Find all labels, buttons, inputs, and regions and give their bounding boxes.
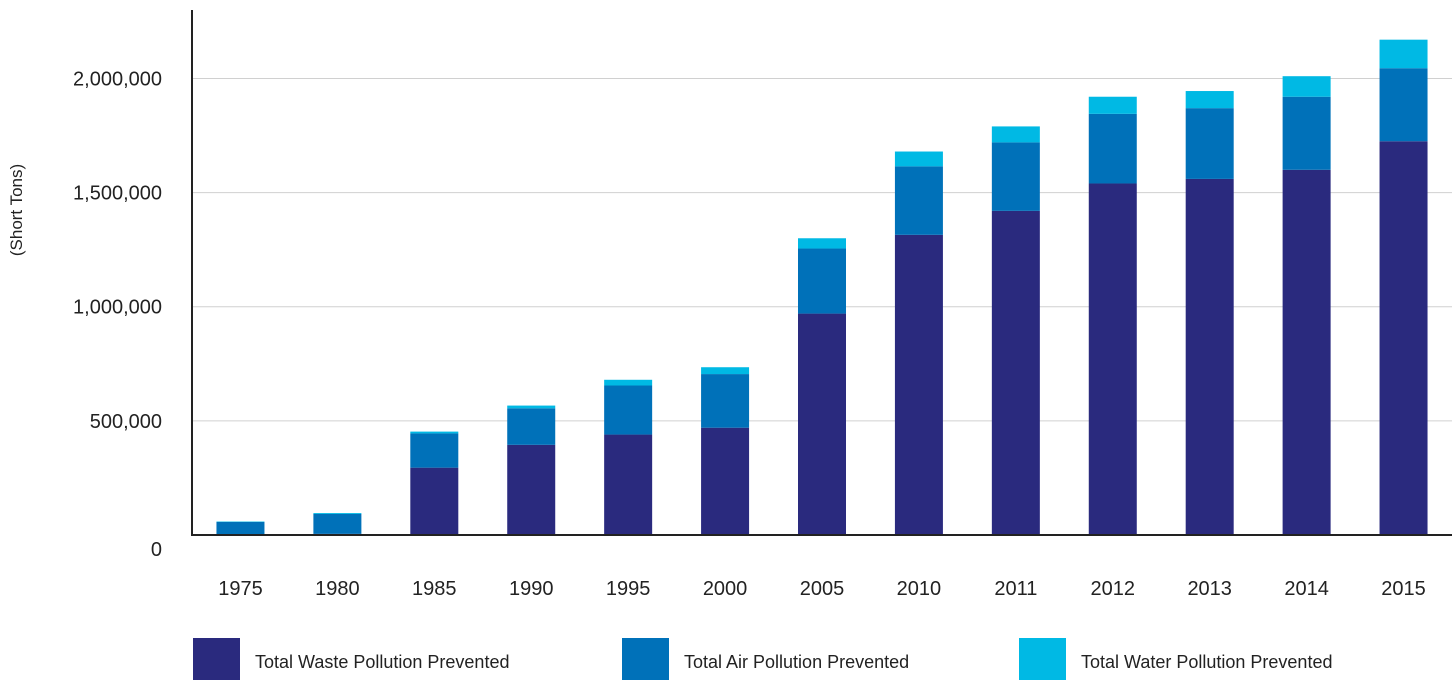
x-tick-label: 1995: [606, 578, 651, 600]
bar-segment: [1283, 97, 1331, 170]
bar-segment: [701, 374, 749, 428]
bar-segment: [410, 432, 458, 434]
x-tick-label: 2010: [897, 578, 942, 600]
y-tick-label: 1,500,000: [73, 183, 162, 205]
bar-segment: [1186, 108, 1234, 179]
bar-segment: [798, 249, 846, 314]
legend-swatch: [622, 638, 669, 680]
bar-segment: [604, 435, 652, 535]
bar-segment: [1283, 170, 1331, 535]
bar-segment: [313, 513, 361, 514]
bar-segment: [701, 367, 749, 374]
x-tick-label: 1980: [315, 578, 360, 600]
y-tick-label: 500,000: [90, 411, 162, 433]
legend-swatch: [1019, 638, 1066, 680]
x-tick-label: 2014: [1284, 578, 1329, 600]
bar-segment: [1089, 97, 1137, 114]
bars: [216, 40, 1427, 535]
bar-segment: [1089, 183, 1137, 535]
bar-segment: [1186, 91, 1234, 108]
x-tick-label: 2011: [994, 578, 1037, 600]
bar-segment: [895, 152, 943, 167]
x-tick-label: 2000: [703, 578, 748, 600]
bar-segment: [1380, 68, 1428, 141]
legend-label: Total Waste Pollution Prevented: [255, 652, 509, 672]
y-tick-label: 2,000,000: [73, 68, 162, 90]
x-tick-label: 2005: [800, 578, 845, 600]
legend-swatch: [193, 638, 240, 680]
bar-segment: [313, 514, 361, 534]
bar-segment: [1283, 76, 1331, 97]
bar-segment: [1380, 40, 1428, 69]
bar-segment: [507, 408, 555, 445]
x-tick-label: 1975: [218, 578, 263, 600]
x-tick-label: 2012: [1091, 578, 1136, 600]
bar-segment: [604, 385, 652, 434]
bar-segment: [410, 433, 458, 467]
x-tick-label: 1985: [412, 578, 457, 600]
bar-segment: [1089, 114, 1137, 184]
bar-segment: [507, 406, 555, 409]
bar-segment: [410, 468, 458, 535]
bar-segment: [1380, 141, 1428, 535]
bar-segment: [1186, 179, 1234, 535]
bar-segment: [507, 445, 555, 535]
bar-segment: [895, 166, 943, 234]
bar-segment: [895, 235, 943, 535]
legend: Total Waste Pollution Prevented Total Air…: [193, 638, 1332, 680]
y-tick-label: 1,000,000: [73, 297, 162, 319]
bar-segment: [798, 238, 846, 248]
x-tick-label: 2013: [1187, 578, 1232, 600]
bar-segment: [992, 126, 1040, 142]
bar-segment: [216, 522, 264, 535]
legend-label: Total Air Pollution Prevented: [684, 652, 909, 672]
bar-segment: [992, 142, 1040, 210]
bar-segment: [992, 211, 1040, 535]
x-tick-label: 1990: [509, 578, 554, 600]
bar-segment: [798, 314, 846, 535]
y-tick-label: 0: [151, 539, 162, 561]
x-tick-label: 2015: [1381, 578, 1426, 600]
bar-segment: [701, 428, 749, 535]
bar-segment: [604, 380, 652, 386]
legend-label: Total Water Pollution Prevented: [1081, 652, 1332, 672]
y-axis-title: (Short Tons): [7, 164, 26, 256]
